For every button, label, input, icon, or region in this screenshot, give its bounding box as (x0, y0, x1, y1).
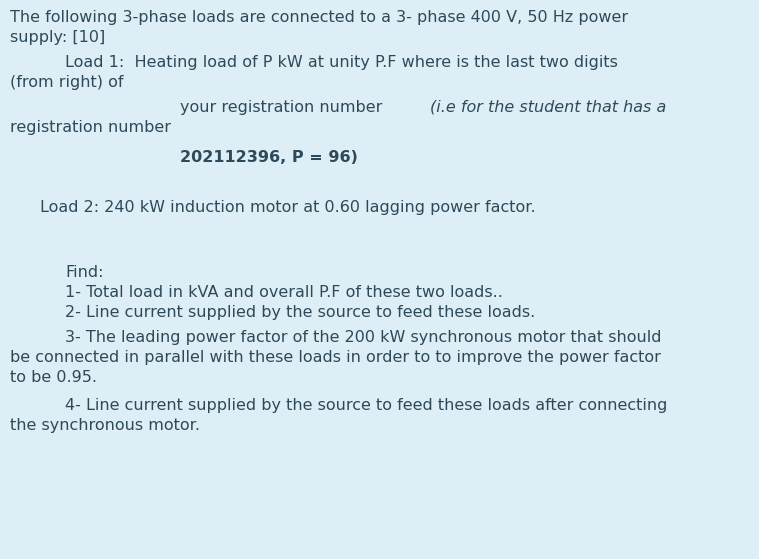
Text: Load 2: 240 kW induction motor at 0.60 lagging power factor.: Load 2: 240 kW induction motor at 0.60 l… (40, 200, 536, 215)
Text: Find:: Find: (65, 265, 103, 280)
Text: (from right) of: (from right) of (10, 75, 124, 90)
Text: supply: [10]: supply: [10] (10, 30, 106, 45)
Text: your registration number: your registration number (180, 100, 388, 115)
Text: 2- Line current supplied by the source to feed these loads.: 2- Line current supplied by the source t… (65, 305, 535, 320)
Text: 202112396, P = 96): 202112396, P = 96) (180, 150, 358, 165)
Text: (i.e for the student that has a: (i.e for the student that has a (430, 100, 666, 115)
Text: 3- The leading power factor of the 200 kW synchronous motor that should: 3- The leading power factor of the 200 k… (65, 330, 662, 345)
Text: the synchronous motor.: the synchronous motor. (10, 418, 200, 433)
Text: Load 1:  Heating load of P kW at unity P.F where is the last two digits: Load 1: Heating load of P kW at unity P.… (65, 55, 618, 70)
Text: registration number: registration number (10, 120, 171, 135)
Text: 4- Line current supplied by the source to feed these loads after connecting: 4- Line current supplied by the source t… (65, 398, 667, 413)
Text: be connected in parallel with these loads in order to to improve the power facto: be connected in parallel with these load… (10, 350, 661, 365)
Text: 1- Total load in kVA and overall P.F of these two loads..: 1- Total load in kVA and overall P.F of … (65, 285, 503, 300)
Text: to be 0.95.: to be 0.95. (10, 370, 97, 385)
Text: The following 3-phase loads are connected to a 3- phase 400 V, 50 Hz power: The following 3-phase loads are connecte… (10, 10, 628, 25)
